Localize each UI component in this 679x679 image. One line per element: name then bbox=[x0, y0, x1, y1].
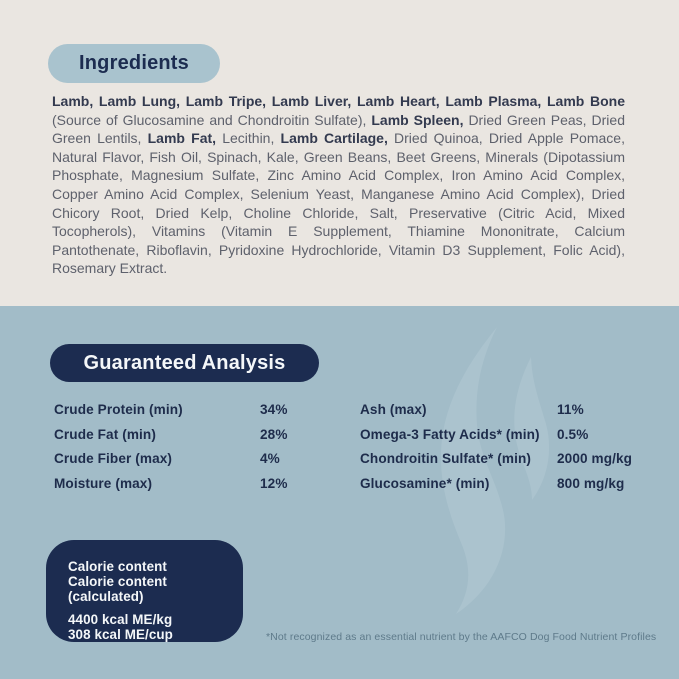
analysis-label: Crude Fiber (max) bbox=[54, 451, 173, 467]
ingredient-highlighted: Lamb Spleen, bbox=[371, 111, 464, 128]
analysis-label: Crude Fat (min) bbox=[54, 426, 156, 442]
analysis-value: 800 mg/kg bbox=[557, 475, 625, 491]
ingredient-text: (Source of Glucosamine and Chondroitin S… bbox=[52, 111, 372, 128]
calorie-content-labels: Calorie content Calorie content (calculat… bbox=[68, 559, 233, 605]
guaranteed-analysis-table: Crude Protein (min) 34% Ash (max) 11% Crude … bbox=[54, 403, 673, 491]
calorie-content-box: Calorie content Calorie content (calculat… bbox=[46, 540, 243, 642]
guaranteed-analysis-section: Guaranteed Analysis Crude Protein (min) 3… bbox=[0, 306, 679, 679]
analysis-value: 11% bbox=[557, 402, 584, 417]
ingredient-text: Dried Green Peas, Dried Green Lentils, bbox=[52, 111, 625, 147]
ingredients-section: Ingredients Lamb, Lamb Lung, Lamb Tripe,… bbox=[0, 0, 679, 306]
analysis-value: 2000 mg/kg bbox=[557, 451, 633, 467]
analysis-value: 12% bbox=[260, 475, 288, 491]
ingredients-heading-pill: Ingredients bbox=[48, 44, 220, 83]
analysis-label: Crude Protein (min) bbox=[54, 402, 183, 417]
ingredient-highlighted: Lamb Fat, bbox=[147, 130, 217, 147]
guaranteed-analysis-heading: Guaranteed Analysis bbox=[83, 351, 286, 374]
calorie-label-line: Calorie content bbox=[68, 559, 167, 574]
analysis-value: 0.5% bbox=[557, 426, 589, 442]
analysis-value: 34% bbox=[260, 402, 288, 417]
calorie-value-line: 308 kcal ME/cup bbox=[68, 626, 173, 642]
ingredient-text: Lecithin, bbox=[216, 130, 281, 147]
guaranteed-analysis-heading-pill: Guaranteed Analysis bbox=[50, 344, 319, 382]
aafco-footnote: *Not recognized as an essential nutrient… bbox=[266, 631, 657, 643]
ingredients-heading: Ingredients bbox=[79, 52, 189, 74]
analysis-label: Moisture (max) bbox=[54, 475, 153, 491]
ingredient-highlighted: Lamb, Lamb Lung, Lamb Tripe, Lamb Liver,… bbox=[52, 93, 625, 109]
analysis-value: 4% bbox=[260, 451, 280, 467]
analysis-value: 28% bbox=[260, 426, 288, 442]
calorie-label-line: Calorie content (calculated) bbox=[68, 574, 167, 605]
ingredient-text: Dried Quinoa, Dried Apple Pomace, Natura… bbox=[52, 130, 625, 277]
calorie-content-values: 4400 kcal ME/kg 308 kcal ME/cup bbox=[68, 612, 233, 642]
calorie-value-line: 4400 kcal ME/kg bbox=[68, 611, 173, 627]
analysis-label: Ash (max) bbox=[360, 402, 427, 417]
analysis-label: Chondroitin Sulfate* (min) bbox=[360, 451, 531, 467]
ingredients-paragraph: Lamb, Lamb Lung, Lamb Tripe, Lamb Liver,… bbox=[52, 92, 625, 278]
analysis-label: Glucosamine* (min) bbox=[360, 475, 490, 491]
analysis-label: Omega-3 Fatty Acids* (min) bbox=[360, 426, 540, 442]
ingredient-highlighted: Lamb Cartilage, bbox=[280, 130, 388, 147]
